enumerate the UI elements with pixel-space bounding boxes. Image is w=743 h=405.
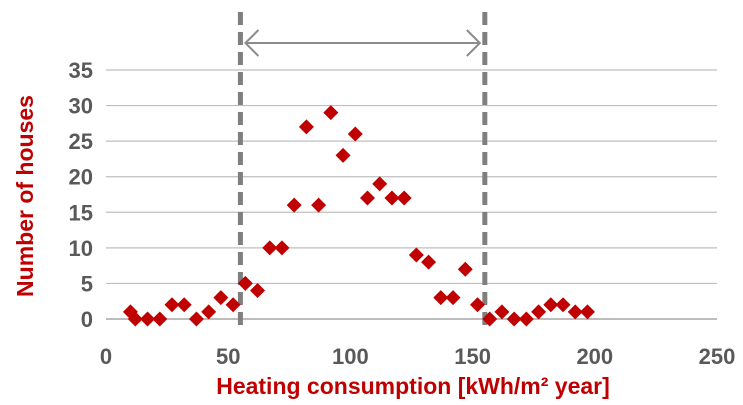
data-point-16 — [311, 197, 327, 213]
data-point-7 — [201, 304, 217, 320]
data-point-18 — [335, 147, 351, 163]
data-point-36 — [555, 297, 571, 313]
data-point-10 — [237, 275, 253, 291]
data-point-1 — [127, 311, 143, 327]
data-point-30 — [482, 311, 498, 327]
data-point-2 — [140, 311, 156, 327]
y-tick-labels: 0 5 10 15 20 25 30 35 — [69, 58, 93, 332]
data-point-31 — [494, 304, 510, 320]
data-point-6 — [188, 311, 204, 327]
data-point-23 — [396, 190, 412, 206]
range-arrow-left-head — [244, 29, 260, 57]
y-tick-label-15: 15 — [69, 200, 93, 225]
y-tick-label-5: 5 — [81, 271, 93, 296]
data-point-3 — [152, 311, 168, 327]
x-tick-label-150: 150 — [454, 344, 491, 369]
x-axis-title: Heating consumption [kWh/m² year] — [216, 373, 610, 399]
data-point-19 — [347, 126, 363, 142]
data-point-11 — [250, 283, 266, 299]
data-point-13 — [274, 240, 290, 256]
data-point-14 — [286, 197, 302, 213]
y-axis-title: Number of houses — [12, 95, 38, 297]
data-point-37 — [567, 304, 583, 320]
data-point-5 — [176, 297, 192, 313]
data-point-12 — [262, 240, 278, 256]
data-point-26 — [433, 290, 449, 306]
threshold-lines — [237, 12, 488, 328]
data-point-17 — [323, 105, 339, 121]
data-point-38 — [579, 304, 595, 320]
y-tick-label-0: 0 — [81, 307, 93, 332]
x-tick-label-0: 0 — [100, 344, 112, 369]
y-tick-label-35: 35 — [69, 58, 93, 83]
x-tick-label-250: 250 — [699, 344, 736, 369]
data-point-9 — [225, 297, 241, 313]
gridlines — [106, 69, 717, 285]
data-points — [122, 105, 595, 327]
range-arrow-right-head — [466, 29, 482, 57]
y-tick-label-20: 20 — [69, 165, 93, 190]
x-tick-label-50: 50 — [216, 344, 240, 369]
data-point-15 — [298, 119, 314, 135]
data-point-34 — [531, 304, 547, 320]
y-tick-label-25: 25 — [69, 129, 93, 154]
data-point-8 — [213, 290, 229, 306]
y-tick-label-10: 10 — [69, 236, 93, 261]
data-point-4 — [164, 297, 180, 313]
data-point-20 — [360, 190, 376, 206]
x-tick-labels: 0 50 100 150 200 250 — [100, 344, 735, 369]
data-point-22 — [384, 190, 400, 206]
y-tick-label-30: 30 — [69, 94, 93, 119]
x-tick-label-100: 100 — [332, 344, 369, 369]
data-point-21 — [372, 176, 388, 192]
x-tick-label-200: 200 — [576, 344, 613, 369]
data-point-33 — [518, 311, 534, 327]
data-point-25 — [421, 254, 437, 270]
data-point-24 — [408, 247, 424, 263]
range-arrow — [244, 29, 482, 57]
data-point-32 — [506, 311, 522, 327]
data-point-27 — [445, 290, 461, 306]
data-point-28 — [457, 261, 473, 277]
data-point-35 — [543, 297, 559, 313]
data-point-29 — [469, 297, 485, 313]
